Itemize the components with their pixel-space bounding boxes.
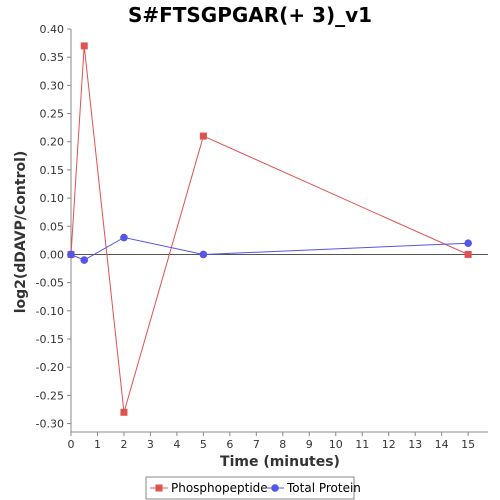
chart-title: S#FTSGPGAR(+ 3)_v1 [128,3,372,27]
x-tick-label: 15 [461,438,475,451]
data-point [464,250,472,258]
y-tick-label: -0.30 [36,418,64,431]
y-tick-label: 0.00 [40,248,65,261]
data-point [199,250,208,259]
x-tick-label: 14 [435,438,449,451]
data-point [80,256,89,264]
data-point [464,239,472,247]
y-tick-label: 0.20 [40,136,65,149]
legend-item: Phosphopeptide [150,481,268,495]
y-tick-label: 0.25 [40,108,65,121]
x-tick-label: 6 [226,438,233,451]
legend-marker [271,484,279,492]
x-tick-label: 13 [408,438,422,451]
y-tick-label: 0.40 [40,23,65,36]
y-axis-label: log2(dDAVP/Control) [13,151,29,314]
x-tick-label: 1 [94,438,101,451]
legend-box [145,476,355,500]
legend-item: Total Protein [266,481,361,495]
data-point [80,42,88,50]
legend-label: Total Protein [286,481,361,495]
legend-label: Phosphopeptide [171,481,268,495]
x-axis-label: Time (minutes) [220,454,340,470]
x-tick-label: 7 [253,438,260,451]
y-tick-label: 0.10 [40,192,65,205]
y-tick-label: 0.30 [40,79,65,92]
y-tick-label: -0.10 [36,305,64,318]
x-axis: 0 1 2 3 4 5 6 7 8 9 10 11 12 13 14 15 [68,431,488,451]
data-point [199,132,207,140]
plot-area [71,29,488,432]
x-tick-label: 2 [120,438,127,451]
y-tick-label: 0.15 [40,164,65,177]
legend: Phosphopeptide Total Protein [145,476,361,500]
x-tick-label: 11 [355,438,369,451]
y-tick-label: -0.05 [36,277,64,290]
y-axis: 0.40 0.35 0.30 0.25 0.20 0.15 0.10 0.05 0.00 -0.0… [36,23,72,432]
series-2 [67,233,472,264]
legend-marker [155,484,163,492]
data-point [120,408,128,416]
x-tick-label: 8 [279,438,286,451]
series-group [67,42,472,416]
y-tick-label: 0.35 [40,51,65,64]
y-tick-label: 0.05 [40,220,65,233]
x-tick-label: 4 [173,438,180,451]
x-tick-label: 9 [306,438,313,451]
y-tick-label: -0.25 [36,389,64,402]
data-point [120,233,128,242]
x-tick-label: 10 [329,438,343,451]
data-point [67,250,75,259]
x-tick-label: 12 [382,438,396,451]
y-tick-label: -0.15 [36,333,64,346]
x-tick-label: 0 [68,438,75,451]
x-tick-label: 3 [147,438,154,451]
x-tick-label: 5 [200,438,207,451]
y-tick-label: -0.20 [36,361,64,374]
